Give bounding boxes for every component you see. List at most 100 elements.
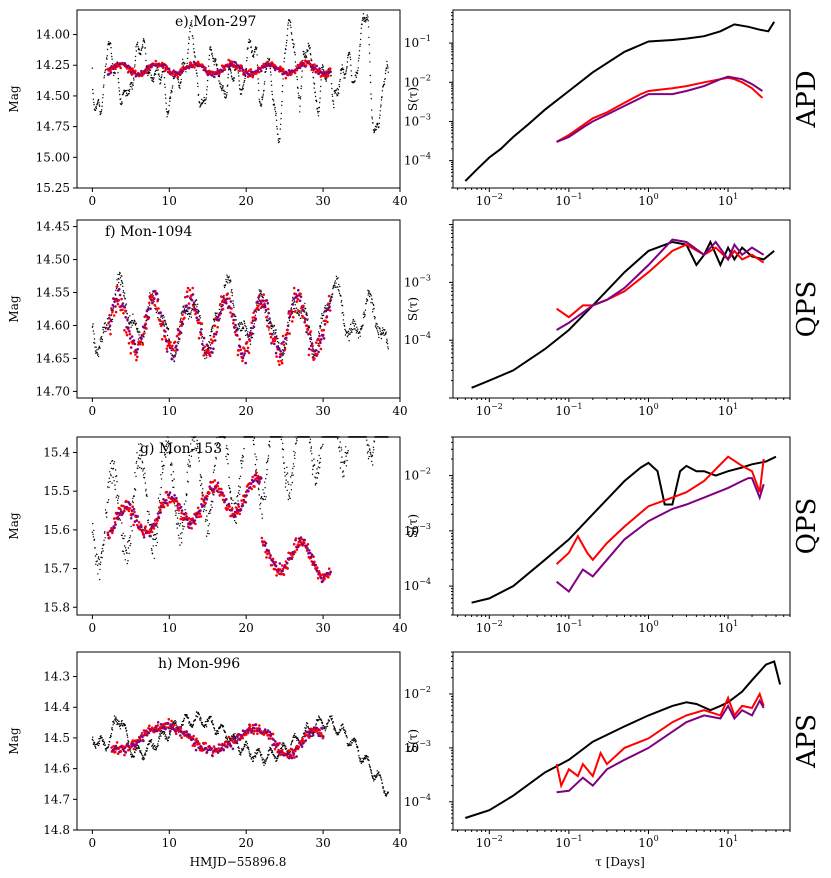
kepler-point [135,749,137,751]
kepler-point [115,716,117,718]
kepler-point [347,57,349,59]
kepler-point [94,109,97,112]
kepler-point [199,317,202,319]
kepler-point [214,58,217,60]
i-band-point [126,318,129,322]
kepler-point [101,737,103,739]
kepler-point [116,61,119,63]
kepler-point [226,91,228,94]
kepler-point [293,300,296,302]
kepler-point [240,329,242,331]
r-band-point [281,67,285,71]
x-tick-exponent: 0 [654,192,659,201]
kepler-point [251,50,253,52]
kepler-point [265,496,267,498]
r-band-point [274,560,278,564]
kepler-point [190,316,193,318]
kepler-point [232,499,234,501]
kepler-point [372,308,374,311]
kepler-point [286,339,288,341]
kepler-point [196,716,199,718]
kepler-point [318,331,320,333]
kepler-point [191,436,193,438]
kepler-point [209,512,211,514]
kepler-point [217,732,220,735]
i-band-point [231,312,234,316]
kepler-point [191,20,193,22]
kepler-point [123,294,125,297]
kepler-point [304,54,306,56]
kepler-point [259,750,261,752]
kepler-point [272,98,274,101]
kepler-point [105,57,108,59]
r-band-point [250,487,253,491]
r-band-point [251,475,254,479]
kepler-point [299,111,301,113]
x-tick-label: 10−1 [555,192,582,208]
kepler-point [119,277,122,279]
i-band-point [303,320,307,324]
kepler-point [122,725,124,727]
kepler-point [125,92,128,94]
x-tick-label: 30 [315,621,330,635]
kepler-point [379,328,381,330]
kepler-point [154,538,157,541]
kepler-point [287,481,289,483]
kepler-point [219,317,221,320]
r-band-point [186,286,190,290]
kepler-point [367,450,369,453]
kepler-point [225,97,227,99]
r-band-point [115,285,119,288]
kepler-point [271,90,273,93]
kepler-point [178,86,180,88]
kepler-point [349,56,351,58]
kepler-point [267,319,269,321]
kepler-point [300,310,302,312]
kepler-point [203,508,205,511]
kepler-point [215,312,217,315]
r-band-point [112,517,116,520]
kepler-point [286,34,288,37]
i-band-point [235,329,238,332]
kepler-point [138,746,140,748]
x-tick-label: 30 [315,404,330,418]
kepler-point [368,291,370,293]
kepler-point [386,64,388,66]
kepler-point [224,436,227,438]
kepler-point [264,759,266,761]
kepler-point [267,455,270,457]
kepler-point [157,526,159,528]
r-band-point [265,315,268,319]
r-band-point [328,67,332,70]
kepler-point [254,51,256,53]
kepler-point [241,457,243,459]
i-band-point [121,302,125,305]
r-band-point [123,509,126,513]
i-band-point [221,69,224,73]
kepler-point [322,69,325,71]
kepler-point [298,95,300,97]
kepler-point [105,326,107,329]
kepler-point [284,486,287,488]
kepler-point [168,104,170,107]
kepler-point [120,279,123,282]
kepler-point [332,287,334,290]
kepler-point [221,89,223,92]
kepler-point [202,101,204,104]
kepler-point [253,437,255,439]
i-band-point [135,519,139,522]
r-band-point [256,474,260,478]
kepler-point [267,57,269,60]
kepler-point [170,352,172,355]
y-tick-label: 10−4 [404,331,431,347]
kepler-point [109,480,111,483]
kepler-point [267,457,269,460]
kepler-point [132,497,134,499]
i-band-point [291,303,295,306]
kepler-point [244,80,246,82]
kepler-point [115,287,118,290]
kepler-point [121,282,124,284]
x-tick-label: 10−1 [555,619,582,635]
